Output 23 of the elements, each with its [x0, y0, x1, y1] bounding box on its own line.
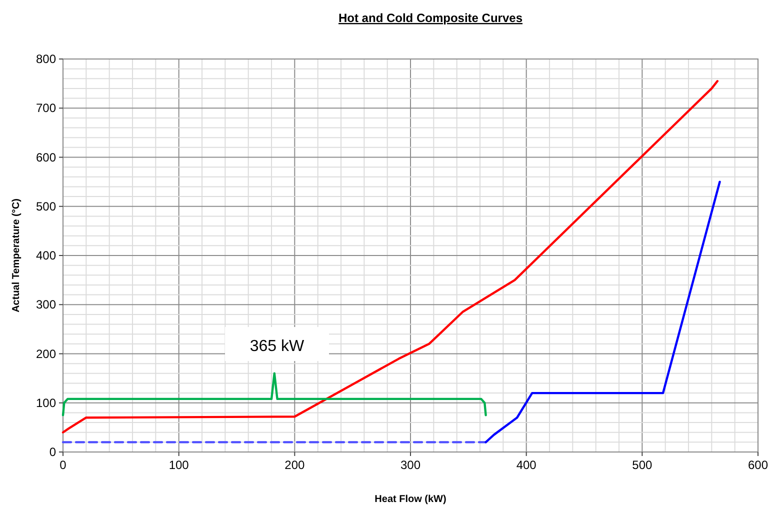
y-tick-label: 0	[49, 445, 56, 459]
x-tick-label: 400	[516, 458, 537, 472]
y-tick-label: 200	[36, 346, 56, 361]
line-series	[484, 180, 721, 444]
x-tick-label: 100	[168, 458, 190, 472]
y-tick-label: 700	[36, 101, 56, 116]
y-axis-title: Actual Temperature (°C)	[11, 198, 22, 312]
annotation: 365 kW	[250, 338, 306, 355]
y-tick-label: 500	[36, 199, 56, 214]
x-tick-label: 0	[60, 458, 67, 472]
x-tick-label: 600	[748, 458, 768, 472]
y-tick-label: 400	[36, 248, 56, 262]
x-tick-label: 200	[284, 458, 305, 472]
x-axis-title: Heat Flow (kW)	[374, 494, 446, 505]
x-tick-label: 500	[632, 458, 652, 472]
y-tick-label: 100	[36, 396, 56, 410]
y-tick-label: 600	[36, 150, 56, 164]
line-series	[62, 372, 487, 416]
line-series	[62, 80, 719, 434]
y-tick-label: 300	[36, 298, 56, 312]
chart-title: Hot and Cold Composite Curves	[338, 11, 523, 25]
x-tick-label: 300	[400, 458, 421, 472]
y-tick-label: 800	[36, 52, 56, 66]
